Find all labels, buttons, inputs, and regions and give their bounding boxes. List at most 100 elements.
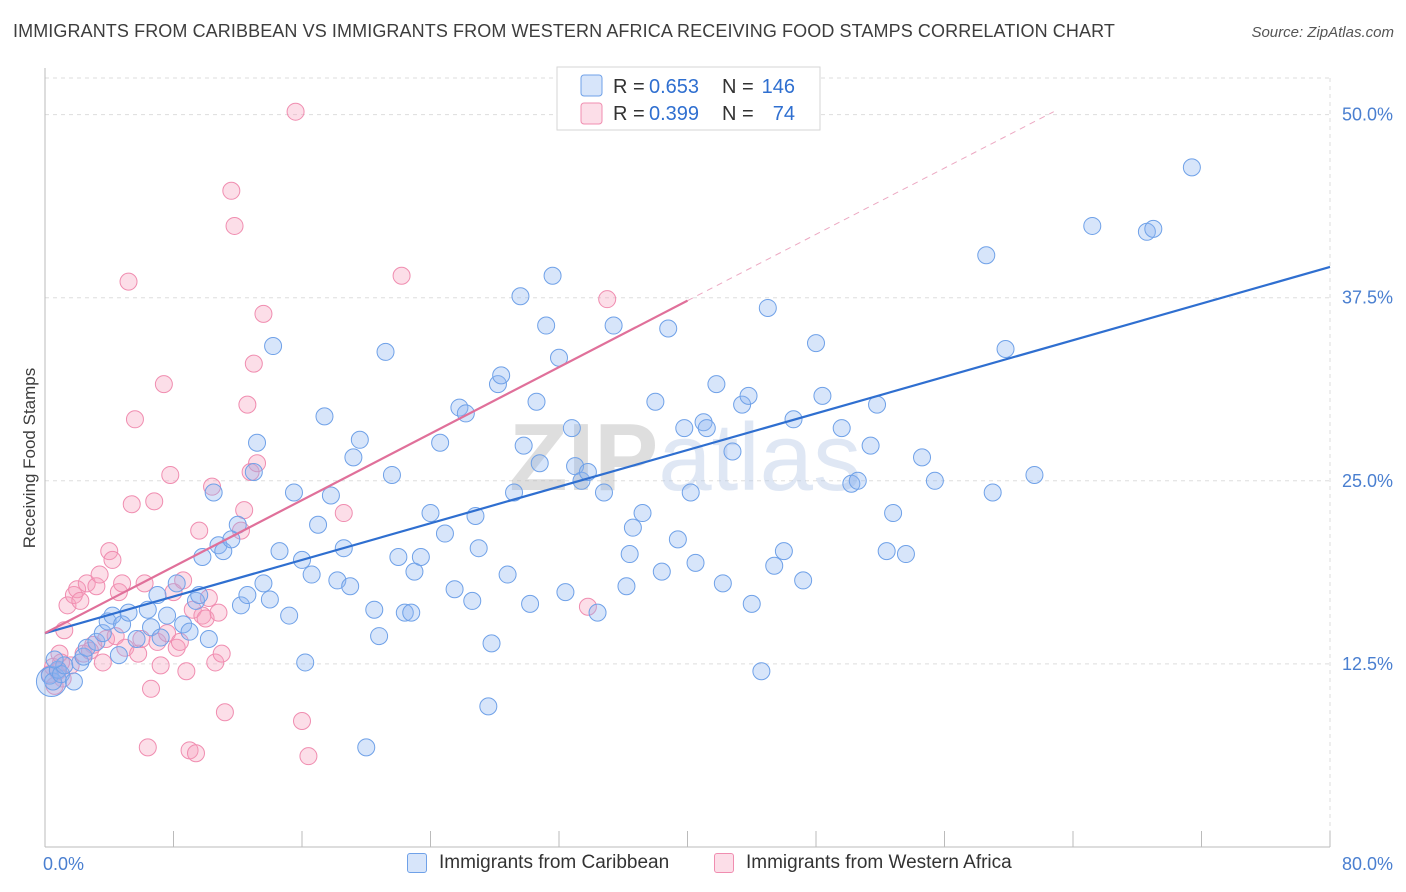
western-africa-point	[190, 521, 209, 540]
western-africa-point	[334, 504, 353, 523]
x-tick-label-1: 80.0%	[1342, 854, 1393, 874]
legend-item-caribbean[interactable]: Immigrants from Caribbean	[407, 852, 669, 874]
caribbean-point	[807, 334, 825, 353]
caribbean-point	[376, 342, 395, 361]
caribbean-point	[309, 515, 328, 534]
caribbean-point	[180, 622, 199, 641]
western-africa-point	[138, 738, 157, 757]
caribbean-points	[35, 158, 1201, 757]
caribbean-point	[556, 583, 575, 602]
western-africa-point	[129, 644, 148, 663]
legend-item-western-africa[interactable]: Immigrants from Western Africa	[714, 852, 1012, 874]
caribbean-point	[733, 395, 752, 414]
caribbean-point	[264, 337, 283, 356]
caribbean-point	[604, 316, 623, 335]
caribbean-point	[389, 547, 408, 566]
caribbean-point	[344, 448, 363, 467]
stats-legend-r-label-1: R =	[613, 103, 645, 125]
x-tick-labels: 0.0% 80.0%	[43, 854, 1393, 874]
caribbean-point	[199, 630, 218, 649]
caribbean-point	[186, 591, 205, 610]
caribbean-point	[620, 545, 639, 564]
western-africa-point	[167, 638, 186, 657]
caribbean-point	[765, 556, 784, 575]
caribbean-point	[794, 571, 813, 590]
caribbean-point	[445, 580, 464, 599]
caribbean-point	[77, 638, 96, 657]
western-africa-point	[71, 591, 90, 610]
caribbean-point	[752, 662, 771, 681]
western-africa-point	[598, 290, 617, 309]
axes	[44, 68, 1331, 848]
caribbean-point	[758, 298, 777, 317]
caribbean-point	[530, 454, 549, 473]
caribbean-point	[321, 486, 340, 505]
western-africa-point	[392, 266, 411, 285]
caribbean-point	[87, 632, 106, 651]
caribbean-point	[521, 594, 540, 613]
stats-legend: R = 0.653 N = 146 R = 0.399 N = 74	[556, 66, 821, 131]
western-africa-point	[113, 574, 132, 593]
western-africa-point	[125, 410, 144, 429]
western-africa-point	[209, 603, 228, 622]
caribbean-point	[1182, 158, 1201, 177]
western-africa-point	[212, 644, 231, 663]
western-africa-point	[299, 747, 318, 766]
western-africa-point	[68, 580, 87, 599]
caribbean-point	[357, 738, 376, 757]
western-africa-point	[103, 550, 122, 569]
caribbean-point	[498, 565, 517, 584]
legend-swatch-caribbean	[407, 853, 427, 873]
western-africa-trend-extension	[687, 111, 1054, 302]
caribbean-point	[402, 603, 421, 622]
caribbean-point	[151, 628, 170, 647]
caribbean-point	[623, 518, 642, 537]
y-axis-title: Receiving Food Stamps	[20, 368, 39, 548]
stats-legend-n-label-1: N =	[722, 103, 754, 125]
caribbean-point	[617, 577, 636, 596]
caribbean-point	[421, 504, 440, 523]
y-tick-label-1: 25.0%	[1342, 471, 1393, 491]
western-africa-point	[177, 662, 196, 681]
caribbean-point	[977, 246, 996, 265]
legend-swatch-western-africa	[714, 853, 734, 873]
stats-legend-n-value-1: 74	[773, 103, 795, 125]
caribbean-point	[505, 483, 524, 502]
caribbean-point	[848, 471, 867, 490]
caribbean-point	[296, 653, 315, 672]
stats-legend-swatch-western-africa	[580, 102, 603, 125]
caribbean-point	[675, 419, 694, 438]
caribbean-point	[983, 483, 1002, 502]
caribbean-point	[527, 392, 546, 411]
caribbean-point	[537, 316, 556, 335]
western-africa-point	[87, 577, 106, 596]
western-africa-point	[142, 679, 161, 698]
caribbean-point	[1083, 216, 1102, 235]
y-tick-label-2: 37.5%	[1342, 288, 1393, 308]
western-africa-point	[578, 597, 597, 616]
caribbean-point	[707, 375, 726, 394]
caribbean-point	[127, 630, 146, 649]
western-africa-point	[222, 181, 241, 200]
caribbean-point	[315, 407, 334, 426]
western-africa-point	[93, 653, 112, 672]
caribbean-point	[431, 433, 450, 452]
caribbean-point	[204, 483, 223, 502]
western-africa-point	[203, 477, 222, 496]
western-africa-point	[244, 354, 263, 373]
western-africa-point	[161, 465, 180, 484]
caribbean-point	[238, 586, 257, 605]
caribbean-point	[511, 287, 530, 306]
caribbean-point	[167, 574, 186, 593]
source-label: Source: ZipAtlas.com	[1251, 24, 1394, 41]
caribbean-trend-line	[44, 265, 1331, 635]
western-africa-point	[186, 744, 205, 763]
caribbean-point	[884, 504, 903, 523]
western-africa-point	[122, 495, 141, 514]
caribbean-point	[877, 542, 896, 561]
stats-legend-n-label-0: N =	[722, 76, 754, 98]
caribbean-point	[694, 413, 713, 432]
caribbean-point	[370, 627, 389, 646]
caribbean-point	[35, 665, 67, 697]
western-africa-point	[154, 375, 173, 394]
